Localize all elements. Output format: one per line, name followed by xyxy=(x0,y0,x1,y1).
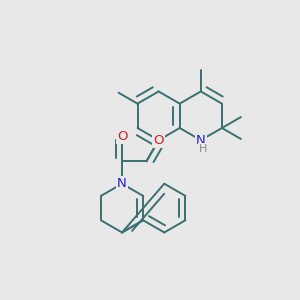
Text: O: O xyxy=(117,130,127,143)
Text: N: N xyxy=(117,177,127,190)
Text: O: O xyxy=(153,134,164,147)
Text: N: N xyxy=(196,134,206,147)
Text: H: H xyxy=(199,143,207,154)
